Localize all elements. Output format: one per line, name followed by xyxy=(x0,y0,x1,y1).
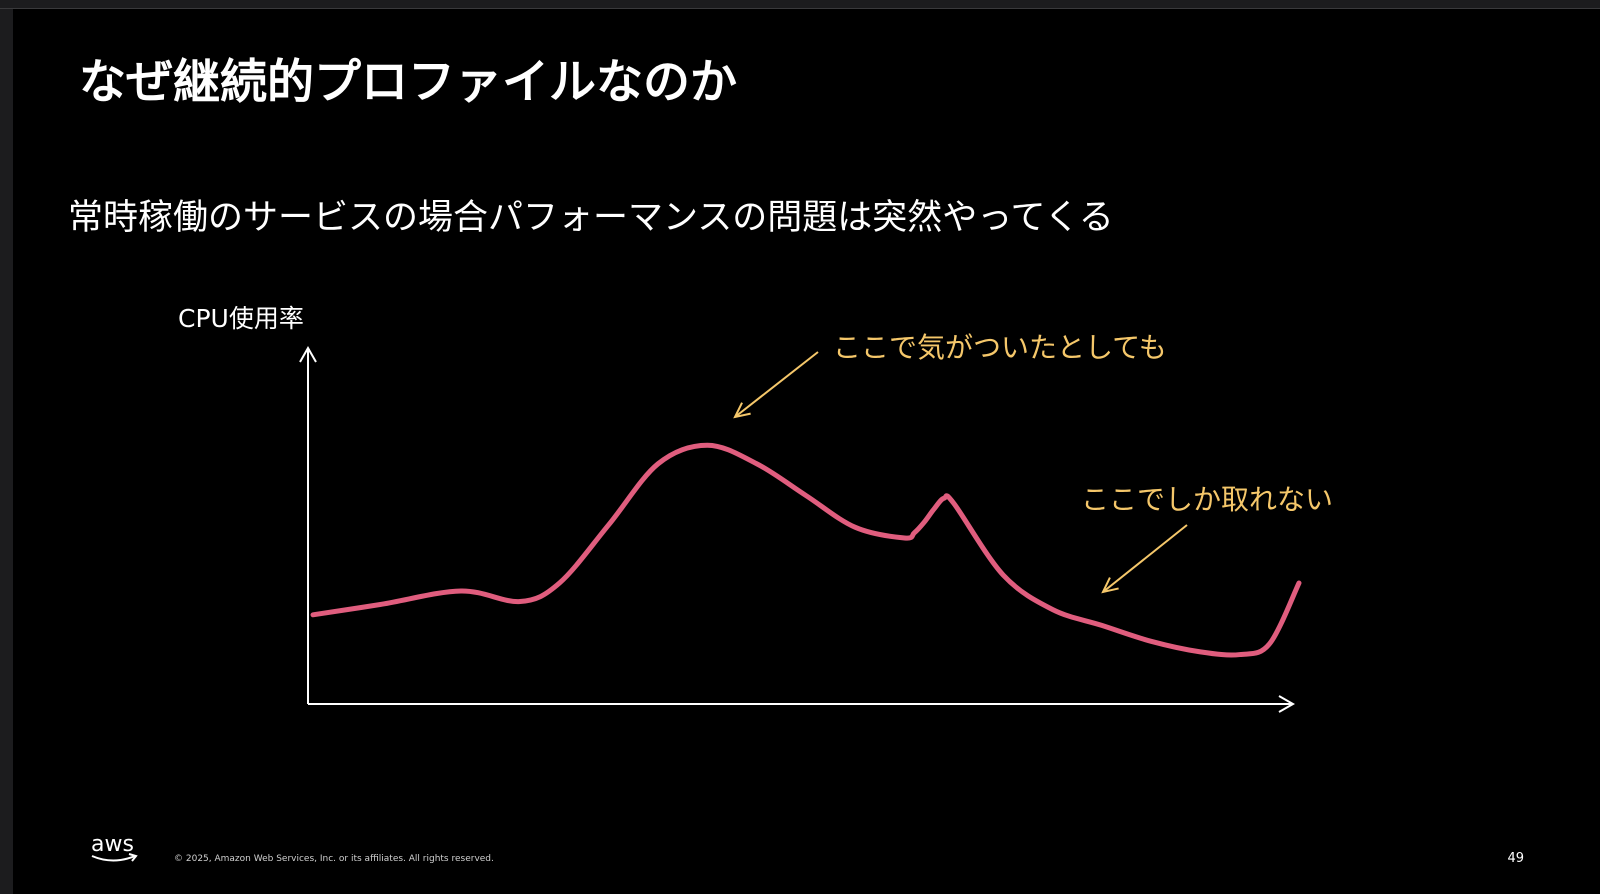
annotation-arrow-line xyxy=(734,351,819,418)
y-axis-label: CPU使用率 xyxy=(178,304,304,333)
aws-smile-icon xyxy=(91,855,136,862)
aws-logo-text: aws xyxy=(91,832,134,857)
annotation-label: ここで気がついたとしても xyxy=(833,331,1167,364)
slide-subtitle: 常時稼働のサービスの場合パフォーマンスの問題は突然やってくる xyxy=(68,198,1114,238)
page-number: 49 xyxy=(1507,851,1524,866)
annotation-arrowhead xyxy=(1101,577,1119,594)
slide-title: なぜ継続的プロファイルなのか xyxy=(79,55,737,110)
annotation-arrow-line xyxy=(1102,524,1188,593)
window-top-edge xyxy=(0,0,1600,9)
aws-smile-arrow-icon xyxy=(128,853,138,862)
y-axis-arrowhead xyxy=(299,345,317,363)
aws-logo: aws xyxy=(91,832,138,862)
copyright-text: © 2025, Amazon Web Services, Inc. or its… xyxy=(174,854,494,864)
slide: なぜ継続的プロファイルなのか 常時稼働のサービスの場合パフォーマンスの問題は突然… xyxy=(13,9,1600,894)
chart-axes xyxy=(299,345,1296,713)
x-axis-arrowhead xyxy=(1278,695,1296,713)
annotation-arrowhead xyxy=(733,402,751,419)
cpu-usage-line xyxy=(310,442,1302,658)
annotation-label: ここでしか取れない xyxy=(1081,483,1333,516)
